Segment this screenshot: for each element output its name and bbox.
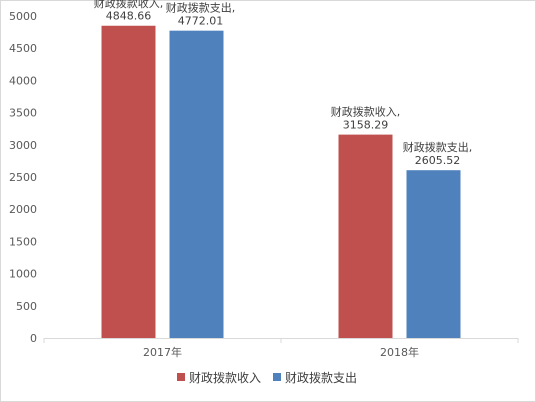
x-tick-label: 2018年 — [380, 345, 419, 359]
y-tick-label: 2000 — [9, 203, 37, 216]
y-tick-label: 4500 — [9, 42, 37, 55]
x-tick-label: 2017年 — [143, 345, 182, 359]
bar — [406, 170, 461, 338]
legend-swatch — [177, 373, 185, 381]
legend-label: 财政拨款支出 — [285, 371, 357, 385]
y-tick-label: 500 — [16, 300, 37, 313]
y-tick-label: 1500 — [9, 235, 37, 248]
data-label: 财政拨款收入, 3158.29 — [331, 105, 401, 132]
y-tick-label: 3000 — [9, 139, 37, 152]
y-tick-label: 1000 — [9, 268, 37, 281]
data-label: 财政拨款收入, 4848.66 — [94, 0, 164, 23]
y-tick-label: 5000 — [9, 10, 37, 23]
legend-label: 财政拨款收入 — [189, 371, 261, 385]
legend-swatch — [273, 373, 281, 381]
y-tick-label: 3500 — [9, 107, 37, 120]
bar — [169, 30, 224, 338]
bar — [101, 25, 156, 338]
y-tick-label: 2500 — [9, 171, 37, 184]
bar — [338, 134, 393, 338]
data-label: 财政拨款支出, 2605.52 — [403, 140, 473, 167]
y-tick-label: 4000 — [9, 74, 37, 87]
data-label: 财政拨款支出, 4772.01 — [166, 1, 236, 28]
y-tick-label: 0 — [30, 332, 37, 345]
